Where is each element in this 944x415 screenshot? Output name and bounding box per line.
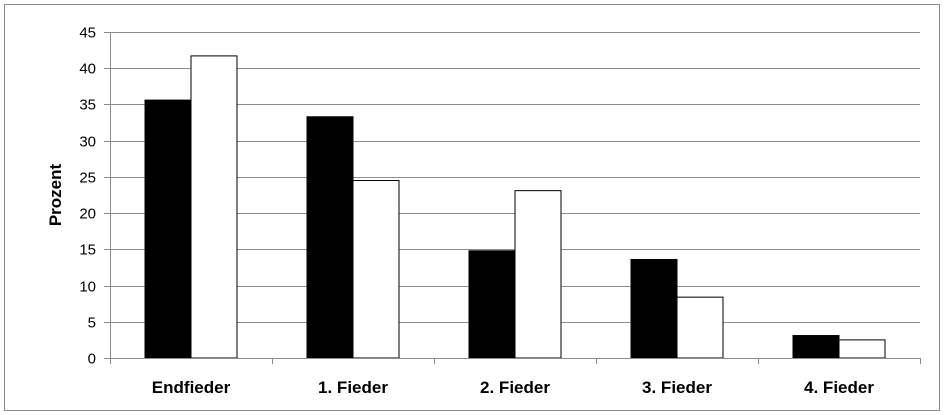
bar-series-1-3 <box>630 258 678 359</box>
x-tick-label: 2. Fieder <box>480 378 550 397</box>
y-tick-label: 15 <box>79 242 96 259</box>
y-tick-label: 20 <box>79 206 96 223</box>
bar-series-1-1 <box>306 116 354 359</box>
bar-series-2-3 <box>676 296 724 359</box>
bar-series-1-2 <box>468 250 516 359</box>
y-tick-label: 45 <box>79 25 96 42</box>
y-tick-labels: 0 5 10 15 20 25 30 35 40 45 <box>79 25 96 368</box>
y-axis-title: Prozent <box>46 163 65 226</box>
y-tick-label: 25 <box>79 170 96 187</box>
y-tick-label: 40 <box>79 61 96 78</box>
x-tick-label: 1. Fieder <box>318 378 388 397</box>
y-tick-label: 30 <box>79 134 96 151</box>
y-tick-label: 10 <box>79 279 96 296</box>
bar-series-2-4 <box>838 339 886 359</box>
x-tick-label: Endfieder <box>152 378 231 397</box>
y-tick-label: 0 <box>88 351 96 368</box>
x-tick-labels: Endfieder 1. Fieder 2. Fieder 3. Fieder 4. F… <box>152 378 875 397</box>
gridlines <box>104 32 921 364</box>
bar-series-2-0 <box>190 55 238 359</box>
bar-series-2-2 <box>514 190 562 359</box>
axes <box>110 32 920 359</box>
bars <box>144 55 886 359</box>
bar-series-2-1 <box>352 180 400 359</box>
x-tick-label: 4. Fieder <box>804 378 874 397</box>
bar-series-1-4 <box>792 335 840 359</box>
y-tick-label: 35 <box>79 97 96 114</box>
y-tick-label: 5 <box>88 315 96 332</box>
bar-series-1-0 <box>144 99 192 359</box>
x-tick-label: 3. Fieder <box>642 378 712 397</box>
